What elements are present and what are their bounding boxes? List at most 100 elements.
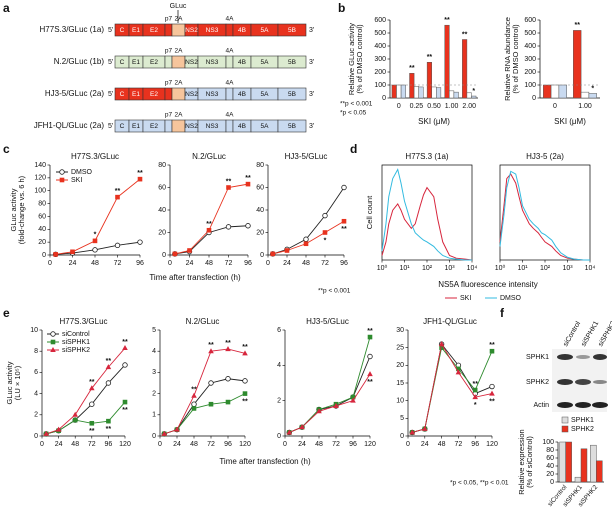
y-axis-label: GLuc activity xyxy=(5,361,14,404)
segment-label: 2A xyxy=(175,80,184,87)
x-tick-label: 72 xyxy=(225,260,233,267)
legend-swatch xyxy=(561,416,569,424)
y-tick-label: 4 xyxy=(277,362,281,369)
series-line xyxy=(412,343,493,433)
significance: ** xyxy=(462,31,468,38)
significance: ** xyxy=(89,379,95,386)
genome-segment xyxy=(225,119,234,133)
x-tick-label: 0 xyxy=(40,441,44,448)
end-label: 5' xyxy=(108,27,113,34)
x-tick-label: 0 xyxy=(397,103,401,110)
point xyxy=(105,380,112,386)
point xyxy=(367,353,373,360)
x-tick-label: 24 xyxy=(283,260,291,267)
y-tick-label: 10 xyxy=(396,398,404,405)
x-tick-label: 1.00 xyxy=(445,103,459,110)
point xyxy=(92,238,98,244)
genome-segment xyxy=(164,55,173,69)
x-axis-label: Time after transfection (h) xyxy=(219,457,311,466)
segment-label: E2 xyxy=(150,27,158,34)
y-tick-label: 10 xyxy=(30,327,38,334)
significance: * xyxy=(591,85,594,92)
series-line xyxy=(174,225,249,255)
significance: ** xyxy=(245,175,251,182)
genome-segment xyxy=(225,87,234,101)
x-tick-label: 0 xyxy=(168,260,172,267)
x-axis-label: SKI (μM) xyxy=(418,117,450,126)
point xyxy=(137,176,143,182)
legend-label: SPHK2 xyxy=(571,426,594,433)
y-tick-label: 100 xyxy=(374,82,386,89)
point xyxy=(242,378,248,384)
bar xyxy=(426,62,432,99)
blot-band xyxy=(557,354,573,360)
segment-label: 2A xyxy=(175,48,184,55)
point xyxy=(59,177,65,183)
series-line xyxy=(164,348,246,435)
series-line xyxy=(381,186,473,261)
series-line xyxy=(499,173,590,261)
point xyxy=(341,218,347,224)
point xyxy=(50,331,56,337)
y-tick-label: 500 xyxy=(524,30,536,37)
y-tick-label: 40 xyxy=(38,226,46,233)
segment-label: 4A xyxy=(226,80,235,87)
end-label: 5' xyxy=(108,123,113,130)
footnote: *p < 0.05, **p < 0.01 xyxy=(450,480,509,487)
point xyxy=(286,429,293,435)
x-tick-label: 10² xyxy=(422,265,433,272)
segment-label: 5B xyxy=(288,123,296,130)
y-tick-label: 5 xyxy=(152,327,156,334)
x-tick-label: 48 xyxy=(438,441,446,448)
x-tick-label: 96 xyxy=(105,441,113,448)
blot-band xyxy=(575,402,591,408)
bar xyxy=(574,476,582,483)
x-tick-label: 10⁰ xyxy=(377,264,388,272)
segment-label: p7 xyxy=(165,80,173,87)
point xyxy=(208,348,214,354)
point xyxy=(422,425,428,431)
point xyxy=(225,346,231,352)
significance: ** xyxy=(242,398,248,405)
point xyxy=(489,390,495,396)
significance: ** xyxy=(489,398,495,405)
x-tick-label: 10⁴ xyxy=(585,265,596,272)
x-tick-label: 10⁴ xyxy=(467,265,478,272)
legend-swatch xyxy=(561,425,569,433)
significance: ** xyxy=(427,54,433,61)
construct-label: HJ3-5/GLuc (2a) xyxy=(45,89,104,98)
point xyxy=(489,383,495,390)
segment-label: p7 xyxy=(165,112,173,119)
point xyxy=(225,399,231,405)
legend-label: SKI xyxy=(460,295,471,302)
point xyxy=(191,401,197,407)
point xyxy=(115,194,120,200)
point xyxy=(316,408,322,414)
y-tick-label: 80 xyxy=(38,200,46,207)
y-tick-label: 0 xyxy=(382,95,386,102)
bar xyxy=(431,86,437,99)
segment-label: 5B xyxy=(288,91,296,98)
bar xyxy=(444,24,450,99)
y-tick-label: 60 xyxy=(256,184,264,191)
y-axis-label: (LU × 10⁵) xyxy=(13,365,22,400)
significance: ** xyxy=(367,328,373,335)
genome-segment xyxy=(171,119,186,133)
y-tick-label: 60 xyxy=(546,455,554,462)
y-tick-label: 80 xyxy=(158,162,166,169)
legend-label: SPHK1 xyxy=(571,417,594,424)
y-tick-label: 0 xyxy=(532,95,536,102)
significance: ** xyxy=(122,339,128,346)
significance: ** xyxy=(409,65,415,72)
chart-title: H77S.3/GLuc xyxy=(59,317,107,326)
x-tick-label: 48 xyxy=(71,441,79,448)
y-tick-label: 20 xyxy=(256,229,264,236)
bar xyxy=(573,30,582,99)
y-tick-label: 0 xyxy=(162,252,166,259)
x-tick-label: 0 xyxy=(266,260,270,267)
chart-title: HJ3-5/GLuc xyxy=(306,317,349,326)
y-tick-label: 200 xyxy=(374,69,386,76)
segment-label: 4A xyxy=(226,48,235,55)
segment-label: p7 xyxy=(165,16,173,23)
point xyxy=(350,394,356,400)
